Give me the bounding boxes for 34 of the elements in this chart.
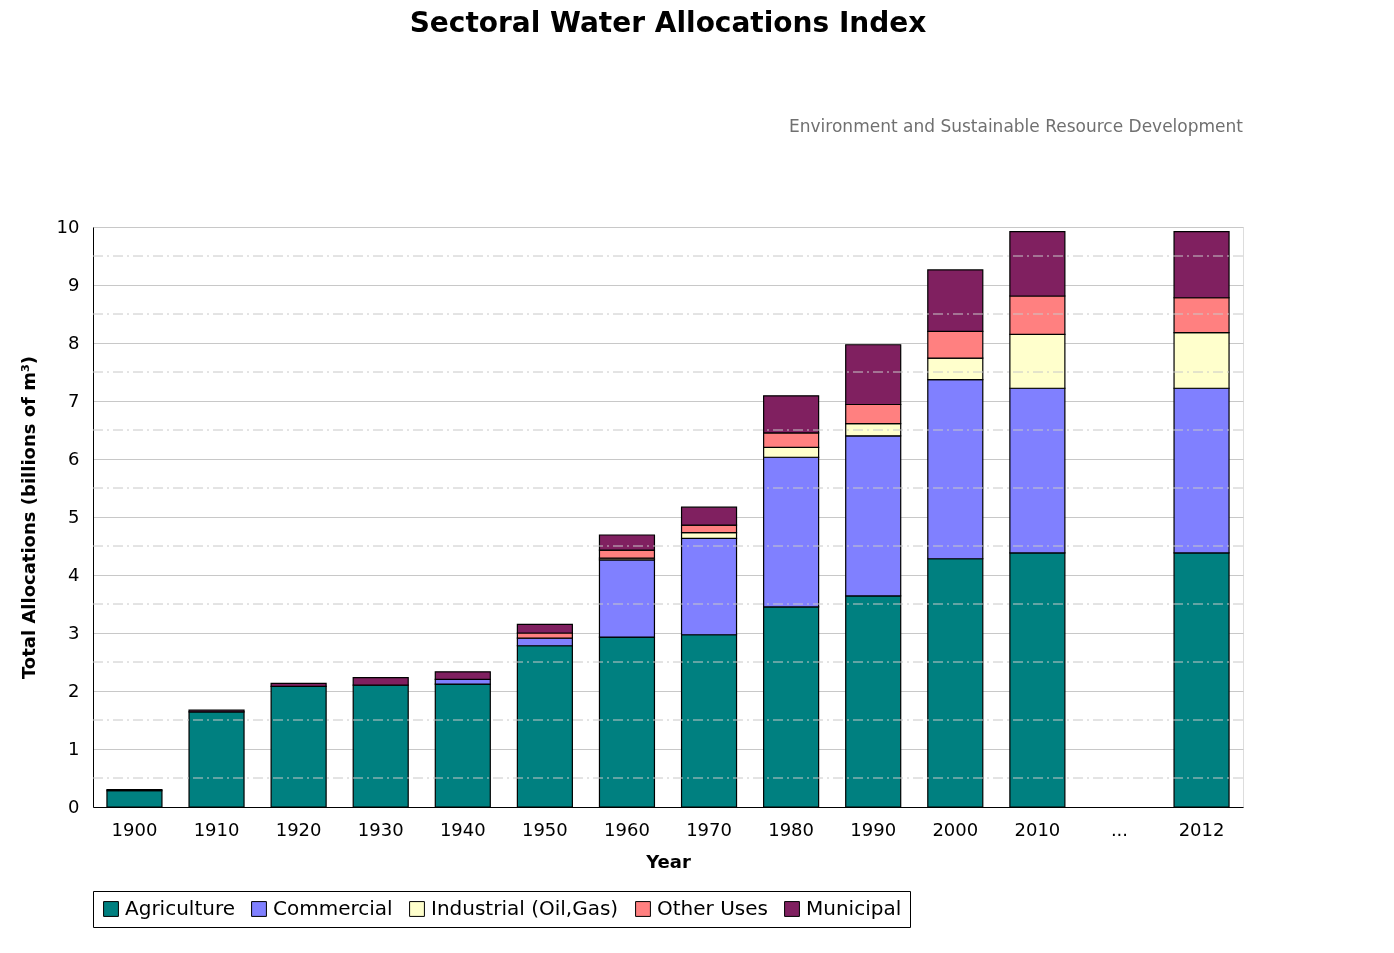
x-tick-label: 1900 [111,818,158,840]
x-tick-label: 1910 [193,818,240,840]
x-axis-title: Year [645,850,691,872]
x-tick-label: 2000 [932,818,979,840]
x-tick-label: 1990 [850,818,897,840]
y-tick-label: 4 [68,563,80,585]
y-tick-label: 5 [68,505,80,527]
x-tick-label: 1970 [686,818,732,840]
x-tick-label: 1920 [275,818,322,840]
y-tick-label: 8 [68,331,80,353]
x-tick-label: 2010 [1014,818,1061,840]
x-tick-label: 1950 [521,818,568,840]
x-tick-label: 2012 [1178,818,1225,840]
y-tick-label: 9 [68,273,80,295]
y-tick-label: 0 [68,795,80,817]
y-tick-label: 10 [56,215,80,237]
y-tick-label: 3 [68,621,80,643]
text: Environment and Sustainable Resource Development [789,116,1244,136]
legend-label: Other Uses [657,896,768,920]
y-tick-label: 6 [68,447,80,469]
x-tick-label: 1980 [768,818,815,840]
x-tick-label: 1930 [357,818,404,840]
legend-label: Agriculture [125,896,235,920]
legend-label: Industrial (Oil,Gas) [431,896,619,920]
x-tick-label: ... [1110,818,1129,840]
legend-label: Municipal [806,896,902,920]
y-axis-title: Total Allocations (billions of m³) [17,355,39,680]
x-tick-label: 1940 [439,818,486,840]
y-tick-label: 2 [68,679,80,701]
legend-label: Commercial [273,896,393,920]
y-tick-label: 1 [68,737,80,759]
x-tick-label: 1960 [604,818,650,840]
chart-title: Sectoral Water Allocations Index [409,6,927,39]
y-tick-label: 7 [68,389,80,411]
